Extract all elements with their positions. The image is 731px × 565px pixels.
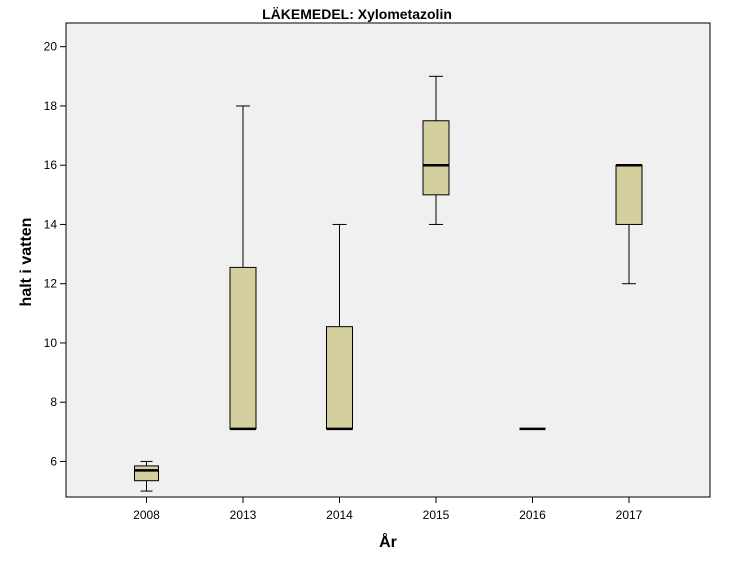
box-2017	[615, 163, 643, 285]
box-2008	[134, 460, 159, 492]
box-iqr	[615, 164, 643, 225]
x-axis: 2008 2013 2014 2015 2016 2017	[133, 497, 643, 522]
x-tick-label: 2017	[616, 508, 643, 522]
x-axis-title: År	[379, 532, 397, 551]
y-tick-label: 20	[44, 40, 58, 54]
y-axis: 6 8 10 12 14 16 18 20	[44, 40, 66, 468]
y-tick-label: 10	[44, 336, 58, 350]
box-2013	[229, 105, 257, 431]
y-tick-label: 14	[44, 217, 58, 231]
y-tick-label: 16	[44, 158, 58, 172]
chart-title: LÄKEMEDEL: Xylometazolin	[262, 6, 452, 22]
box-iqr	[229, 266, 257, 430]
box-iqr	[422, 120, 450, 196]
y-tick-label: 8	[50, 395, 57, 409]
boxes-layer	[134, 75, 643, 492]
y-axis-title: halt i vatten	[18, 218, 35, 307]
x-tick-label: 2014	[326, 508, 353, 522]
x-tick-label: 2013	[230, 508, 257, 522]
x-tick-label: 2008	[133, 508, 160, 522]
x-tick-label: 2016	[519, 508, 546, 522]
box-iqr	[134, 465, 159, 482]
y-tick-label: 18	[44, 99, 58, 113]
y-tick-label: 6	[50, 454, 57, 468]
box-2015	[422, 75, 450, 225]
x-tick-label: 2015	[423, 508, 450, 522]
y-tick-label: 12	[44, 277, 58, 291]
box-2014	[326, 223, 353, 431]
box-iqr	[326, 326, 353, 430]
plot-area	[65, 22, 711, 498]
